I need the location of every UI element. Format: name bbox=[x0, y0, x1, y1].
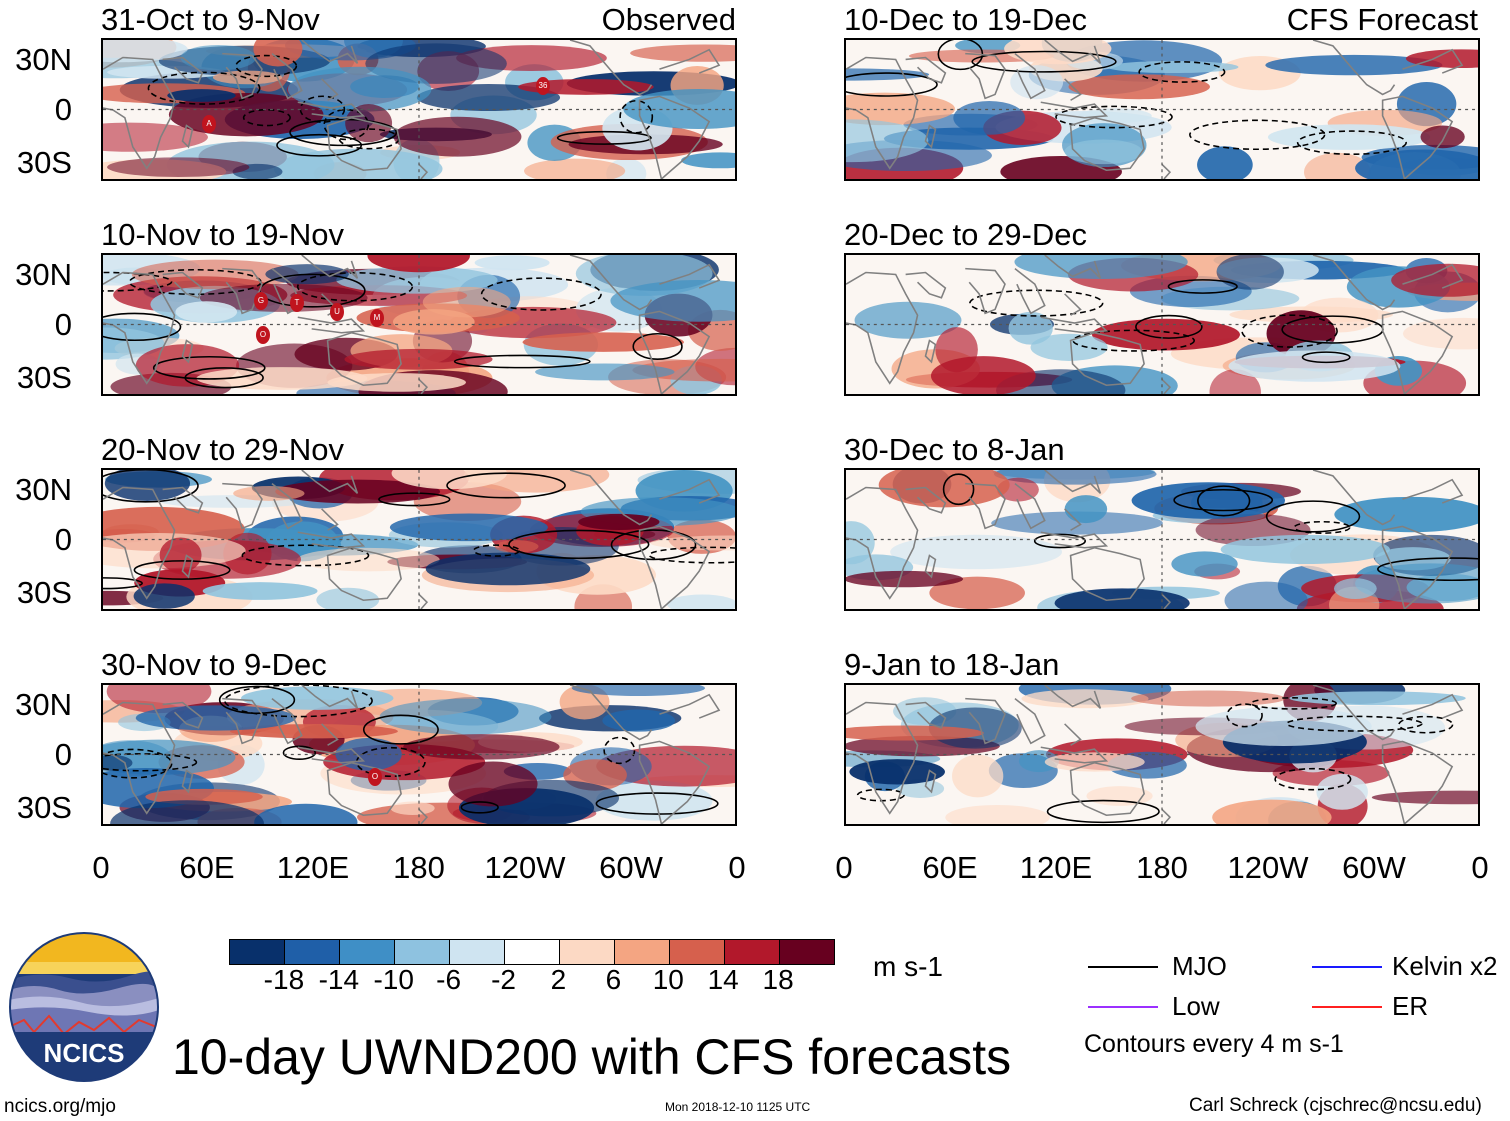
observed-map-4 bbox=[101, 683, 737, 826]
lon-label: 60W bbox=[599, 850, 663, 885]
colorbar-swatch bbox=[780, 940, 834, 964]
lon-label: 60E bbox=[922, 850, 978, 885]
legend-line-kelvin bbox=[1312, 966, 1382, 968]
lon-label: 60E bbox=[179, 850, 235, 885]
legend-label-er: ER bbox=[1392, 991, 1429, 1021]
storm-marker: 36 bbox=[536, 77, 550, 95]
lon-label: 0 bbox=[1471, 850, 1489, 885]
lat-label: 0 bbox=[54, 522, 72, 557]
colorbar-swatch bbox=[395, 940, 450, 964]
storm-marker: U bbox=[330, 303, 344, 321]
storm-marker: G bbox=[254, 292, 268, 310]
panel-title-obs-4: 30-Nov to 9-Dec bbox=[101, 647, 327, 682]
lat-label: 30N bbox=[15, 687, 72, 722]
logo-text: NCICS bbox=[44, 1038, 125, 1068]
ncics-logo: NCICS bbox=[9, 932, 159, 1082]
colorbar-swatch bbox=[560, 940, 615, 964]
colorbar-swatch bbox=[450, 940, 505, 964]
lon-label: 60W bbox=[1342, 850, 1406, 885]
colorbar-swatch bbox=[615, 940, 670, 964]
lon-label: 180 bbox=[1136, 850, 1188, 885]
colorbar-tick-label: -14 bbox=[318, 964, 360, 995]
colorbar-swatch bbox=[285, 940, 340, 964]
forecast-map-1 bbox=[844, 38, 1480, 181]
forecast-label: CFS Forecast bbox=[1286, 2, 1478, 37]
lat-label: 30S bbox=[16, 360, 72, 395]
lon-label: 180 bbox=[393, 850, 445, 885]
lat-label: 0 bbox=[54, 307, 72, 342]
colorbar-tick-label: -18 bbox=[263, 964, 305, 995]
lat-label: 0 bbox=[54, 737, 72, 772]
lat-label: 30S bbox=[16, 145, 72, 180]
footer-url[interactable]: ncics.org/mjo bbox=[4, 1096, 116, 1117]
storm-marker: O bbox=[368, 768, 382, 786]
colorbar-tick-label: -6 bbox=[436, 964, 462, 995]
colorbar-swatch bbox=[725, 940, 780, 964]
panel-title-fc-4: 9-Jan to 18-Jan bbox=[844, 647, 1060, 682]
lat-label: 30N bbox=[15, 257, 72, 292]
lat-label: 30S bbox=[16, 575, 72, 610]
footer-timestamp: Mon 2018-12-10 1125 UTC bbox=[665, 1100, 811, 1114]
lat-label: 30N bbox=[15, 472, 72, 507]
colorbar-tick-label: 2 bbox=[550, 964, 567, 995]
lon-label: 0 bbox=[728, 850, 746, 885]
colorbar-tick-label: 6 bbox=[605, 964, 622, 995]
colorbar-swatch bbox=[230, 940, 285, 964]
forecast-map-3 bbox=[844, 468, 1480, 611]
storm-marker: M bbox=[370, 309, 384, 327]
storm-marker: T bbox=[290, 294, 304, 312]
storm-marker: A bbox=[202, 115, 216, 133]
legend-line-low bbox=[1088, 1006, 1158, 1008]
forecast-map-4 bbox=[844, 683, 1480, 826]
colorbar-tick-label: 10 bbox=[652, 964, 684, 995]
colorbar-tick-label: 18 bbox=[762, 964, 794, 995]
lat-label: 0 bbox=[54, 92, 72, 127]
observed-map-2 bbox=[101, 253, 737, 396]
lon-label: 0 bbox=[835, 850, 853, 885]
legend-label-low: Low bbox=[1172, 991, 1220, 1021]
colorbar-swatch bbox=[670, 940, 725, 964]
legend-label-mjo: MJO bbox=[1172, 951, 1227, 981]
observed-map-1 bbox=[101, 38, 737, 181]
lon-label: 0 bbox=[92, 850, 110, 885]
legend-label-kelvin: Kelvin x2 bbox=[1392, 951, 1498, 981]
forecast-map-2 bbox=[844, 253, 1480, 396]
storm-marker: O bbox=[256, 326, 270, 344]
panel-title-obs-3: 20-Nov to 29-Nov bbox=[101, 432, 344, 467]
panel-title-fc-2: 20-Dec to 29-Dec bbox=[844, 217, 1087, 252]
colorbar bbox=[229, 939, 835, 965]
panel-title-obs-1: 31-Oct to 9-Nov bbox=[101, 2, 320, 37]
lat-label: 30N bbox=[15, 42, 72, 77]
colorbar-units: m s-1 bbox=[873, 951, 943, 982]
footer-author: Carl Schreck (cjschrec@ncsu.edu) bbox=[1189, 1095, 1482, 1116]
panel-title-obs-2: 10-Nov to 19-Nov bbox=[101, 217, 344, 252]
lon-label: 120W bbox=[484, 850, 566, 885]
main-title: 10-day UWND200 with CFS forecasts bbox=[172, 1029, 1012, 1085]
legend-line-mjo bbox=[1088, 966, 1158, 968]
colorbar-tick-label: -10 bbox=[373, 964, 414, 995]
observed-map-3 bbox=[101, 468, 737, 611]
lon-label: 120W bbox=[1227, 850, 1309, 885]
panel-title-fc-1: 10-Dec to 19-Dec bbox=[844, 2, 1087, 37]
colorbar-tick-label: -2 bbox=[491, 964, 516, 995]
colorbar-swatch bbox=[340, 940, 395, 964]
lon-label: 120E bbox=[1019, 850, 1093, 885]
colorbar-swatch bbox=[505, 940, 560, 964]
panel-title-fc-3: 30-Dec to 8-Jan bbox=[844, 432, 1065, 467]
lat-label: 30S bbox=[16, 790, 72, 825]
legend-line-er bbox=[1312, 1006, 1382, 1008]
contour-note: Contours every 4 m s-1 bbox=[1084, 1030, 1344, 1058]
observed-label: Observed bbox=[601, 2, 736, 37]
lon-label: 120E bbox=[276, 850, 350, 885]
colorbar-tick-label: 14 bbox=[707, 964, 739, 995]
